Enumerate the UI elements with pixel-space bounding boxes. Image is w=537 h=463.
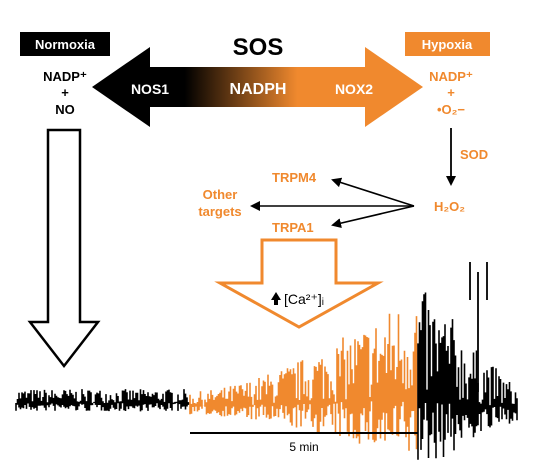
trpa1-label: TRPA1 (272, 220, 314, 235)
nadph-double-arrow (92, 47, 423, 127)
normoxia-product-nadp: NADP⁺ (43, 69, 87, 84)
trace-segment-black (417, 292, 518, 460)
normoxia-product-plus: + (61, 85, 69, 100)
nos1-label: NOS1 (131, 81, 169, 97)
other-targets-line1: Other (203, 187, 238, 202)
hypoxia-product-nadp: NADP⁺ (429, 69, 473, 84)
normoxia-badge: Normoxia (20, 32, 110, 56)
up-arrow-icon (271, 292, 281, 305)
nadph-label: NADPH (230, 81, 287, 98)
calcium-down-arrow (214, 238, 384, 329)
diagram-title: SOS (233, 34, 284, 61)
hypoxia-label: Hypoxia (422, 37, 473, 52)
trace-segment-black (15, 389, 190, 412)
hypoxia-product-superoxide: •O₂− (437, 102, 465, 117)
trace-segment-orange (189, 313, 418, 451)
normoxia-down-arrow (27, 128, 101, 369)
sod-label: SOD (460, 147, 488, 162)
normoxia-label: Normoxia (35, 37, 96, 52)
arrow-to-trpa1 (331, 205, 415, 229)
calcium-trace (15, 262, 518, 460)
hypoxia-product-plus: + (447, 85, 455, 100)
other-targets-line2: targets (198, 204, 241, 219)
hypoxia-badge: Hypoxia (405, 32, 490, 56)
h2o2-label: H₂O₂ (434, 199, 465, 214)
normoxia-product-no: NO (55, 102, 75, 117)
arrow-to-trpm4 (331, 177, 415, 207)
scale-bar-label: 5 min (289, 440, 318, 454)
calcium-label: [Ca²⁺]ᵢ (284, 291, 324, 307)
trpm4-label: TRPM4 (272, 170, 317, 185)
nox2-label: NOX2 (335, 81, 373, 97)
